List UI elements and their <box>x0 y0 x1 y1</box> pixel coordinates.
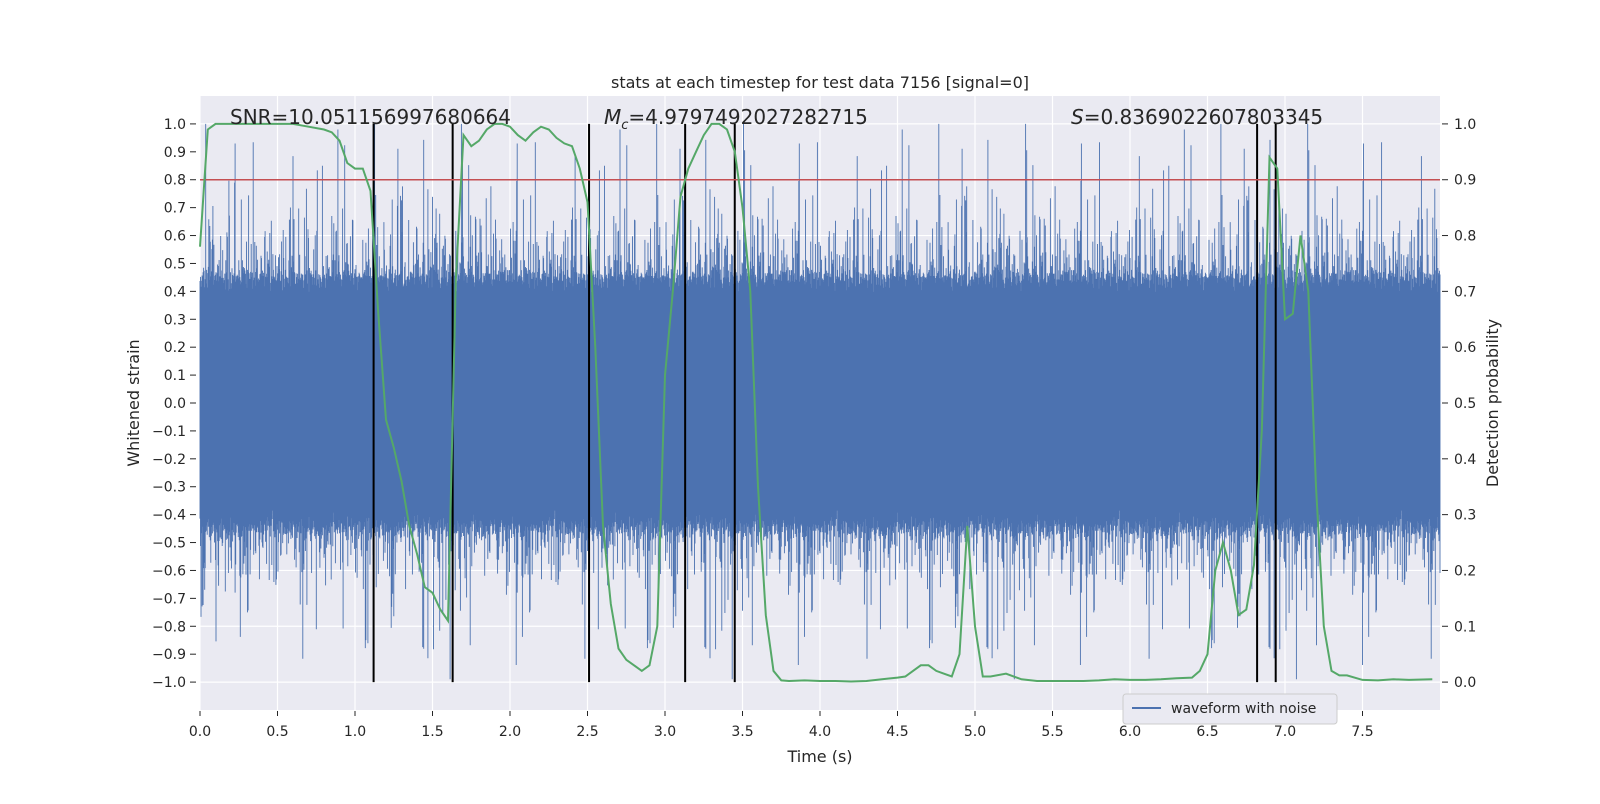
probability-line <box>199 122 1433 683</box>
x-tick-label: 6.0 <box>1119 724 1141 740</box>
y-right-tick-label: 0.5 <box>1454 396 1476 412</box>
y-left-tick-label: −0.7 <box>152 591 186 607</box>
y-left-tick-label: −0.9 <box>152 647 186 663</box>
y-left-tick-label: 0.7 <box>164 201 186 217</box>
x-tick-label: 5.5 <box>1041 724 1063 740</box>
y-left-tick-label: 0.9 <box>164 145 186 161</box>
x-tick-label: 0.0 <box>189 724 211 740</box>
left-axis-ticks: 1.0 0.9 0.8 0.7 0.6 0.5 0.4 0.3 0.2 0.1 0.0 −0.1 −0.… <box>152 117 196 691</box>
y-left-tick-label: −0.2 <box>152 452 186 468</box>
y-left-tick-label: −0.3 <box>152 480 186 496</box>
waveform-series <box>199 123 1441 680</box>
y-left-tick-label: −0.1 <box>152 424 186 440</box>
y-left-tick-label: 0.1 <box>164 368 186 384</box>
y-left-tick-label: 0.2 <box>164 340 186 356</box>
y-axis-label-left: Whitened strain <box>124 339 143 466</box>
y-left-tick-label: 0.0 <box>164 396 186 412</box>
y-left-tick-label: −0.8 <box>152 619 186 635</box>
x-tick-label: 4.0 <box>809 724 831 740</box>
y-left-tick-label: 0.6 <box>164 229 186 245</box>
legend: waveform with noise <box>1122 693 1338 725</box>
x-tick-label: 0.5 <box>266 724 288 740</box>
x-tick-label: 7.5 <box>1351 724 1373 740</box>
x-tick-label: 2.0 <box>499 724 521 740</box>
y-left-tick-label: 0.4 <box>164 284 186 300</box>
event-markers <box>372 123 1277 683</box>
snr-annotation: SNR=10.051156997680664 <box>230 105 511 129</box>
y-right-tick-label: 0.0 <box>1454 675 1476 691</box>
y-right-tick-label: 0.9 <box>1454 173 1476 189</box>
y-right-tick-label: 0.1 <box>1454 619 1476 635</box>
y-right-tick-label: 0.4 <box>1454 452 1476 468</box>
x-tick-label: 5.0 <box>964 724 986 740</box>
y-axis-label-right: Detection probability <box>1483 319 1502 487</box>
y-left-tick-label: 1.0 <box>164 117 186 133</box>
legend-waveform-label: waveform with noise <box>1171 701 1316 717</box>
y-left-tick-label: −0.5 <box>152 536 186 552</box>
legend-box <box>1122 693 1338 725</box>
s-annotation: S=0.8369022607803345 <box>1071 105 1323 129</box>
x-tick-label: 7.0 <box>1274 724 1296 740</box>
y-right-tick-label: 0.2 <box>1454 563 1476 579</box>
waveform-trace <box>199 123 1441 680</box>
y-left-tick-label: 0.5 <box>164 256 186 272</box>
x-tick-label: 2.5 <box>576 724 598 740</box>
y-left-tick-label: 0.3 <box>164 312 186 328</box>
right-axis-ticks: 1.0 0.9 0.8 0.7 0.6 0.5 0.4 0.3 0.2 0.1 0.0 <box>1442 117 1476 691</box>
x-tick-label: 1.0 <box>344 724 366 740</box>
y-left-tick-label: −0.4 <box>152 508 186 524</box>
x-tick-label: 3.5 <box>731 724 753 740</box>
x-tick-label: 4.5 <box>886 724 908 740</box>
y-right-tick-label: 0.6 <box>1454 340 1476 356</box>
x-tick-label: 3.0 <box>654 724 676 740</box>
y-right-tick-label: 0.8 <box>1454 229 1476 245</box>
x-tick-label: 6.5 <box>1196 724 1218 740</box>
y-left-tick-label: 0.8 <box>164 173 186 189</box>
y-right-tick-label: 0.7 <box>1454 284 1476 300</box>
y-right-tick-label: 0.3 <box>1454 508 1476 524</box>
x-tick-label: 1.5 <box>421 724 443 740</box>
y-left-tick-label: −1.0 <box>152 675 186 691</box>
chart-title: stats at each timestep for test data 715… <box>611 73 1029 92</box>
chirp-mass-annotation: Mc=4.9797492027282715 <box>604 105 868 133</box>
y-left-tick-label: −0.6 <box>152 563 186 579</box>
x-axis-label: Time (s) <box>786 747 852 766</box>
x-axis-ticks: 0.0 0.5 1.0 1.5 2.0 2.5 3.0 3.5 4.0 4.5 5.0 5.5 6.0 6… <box>189 711 1374 740</box>
y-right-tick-label: 1.0 <box>1454 117 1476 133</box>
